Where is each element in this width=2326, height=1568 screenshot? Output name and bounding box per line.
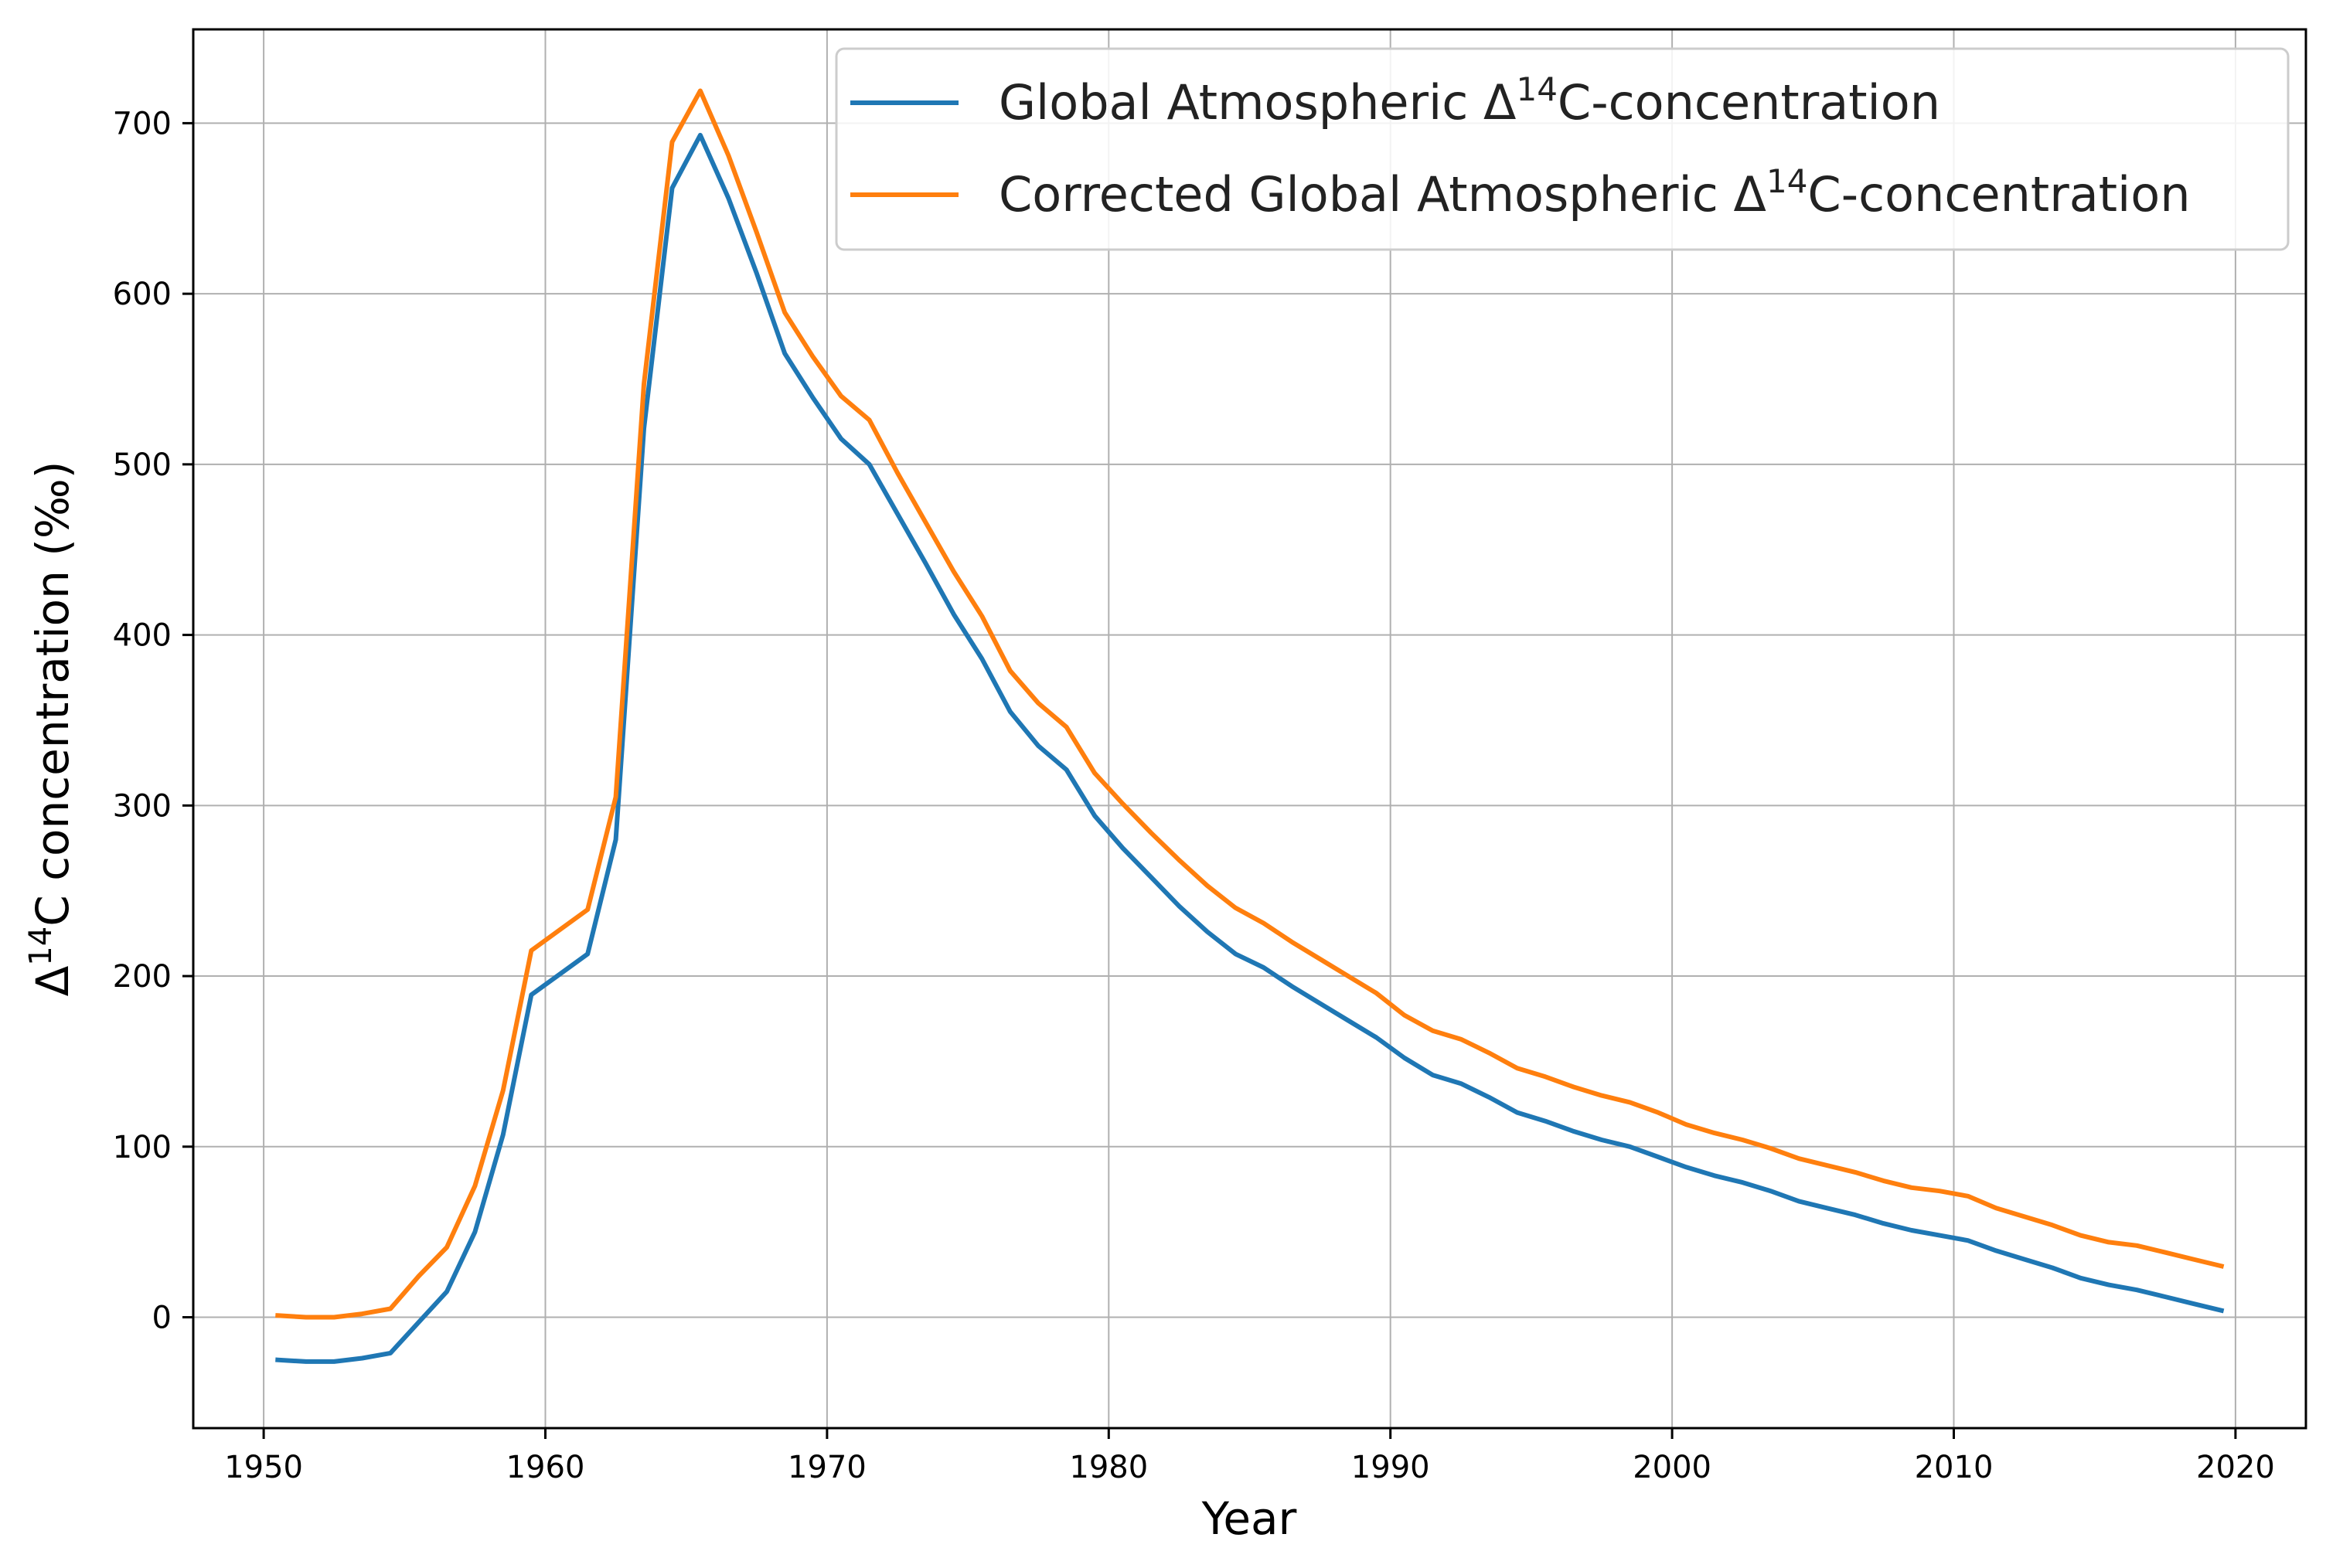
series-lines <box>275 88 2225 1364</box>
y-tick-label-100: 100 <box>113 1130 172 1165</box>
y-tick-label-500: 500 <box>113 447 172 483</box>
legend-box <box>835 47 2290 251</box>
x-axis-label: Year <box>1201 1492 1297 1545</box>
y-tick-label-300: 300 <box>113 788 172 824</box>
legend: Global Atmospheric Δ14C-concentration Co… <box>835 47 2290 251</box>
grid-lines <box>193 29 2306 1428</box>
y-axis-label: Δ14C concentration (‰) <box>23 461 79 997</box>
y-tick-label-700: 700 <box>113 106 172 141</box>
x-tick-label-1960: 1960 <box>506 1450 585 1485</box>
x-tick-label-1950: 1950 <box>224 1450 303 1485</box>
y-tick-label-200: 200 <box>113 959 172 995</box>
x-tick-label-1990: 1990 <box>1351 1450 1430 1485</box>
legend-label-global: Global Atmospheric Δ14C-concentration <box>999 70 1940 131</box>
y-tick-label-600: 600 <box>113 277 172 312</box>
x-tick-label-1980: 1980 <box>1069 1450 1148 1485</box>
x-tick-label-2020: 2020 <box>2196 1450 2275 1485</box>
plot-frame <box>192 28 2307 1430</box>
x-tick-label-2010: 2010 <box>1915 1450 1994 1485</box>
legend-label-corrected: Corrected Global Atmospheric Δ14C-concen… <box>999 162 2190 223</box>
y-tick-label-0: 0 <box>152 1301 172 1336</box>
x-tick-label-2000: 2000 <box>1633 1450 1711 1485</box>
series-line-global <box>275 132 2225 1364</box>
series-line-corrected <box>275 88 2225 1320</box>
y-tick-label-400: 400 <box>113 618 172 654</box>
axis-ticks: 1950 1960 1970 1980 1990 2000 2010 2020 0 100 200 3… <box>113 106 2275 1485</box>
x-tick-label-1970: 1970 <box>788 1450 867 1485</box>
